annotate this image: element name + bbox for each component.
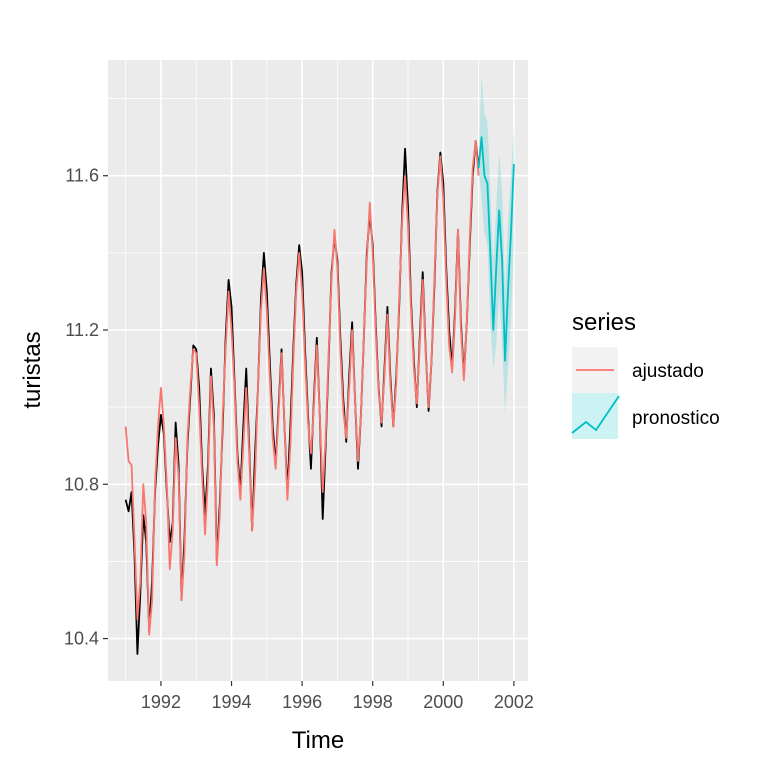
x-tick-label-1994: 1994 bbox=[212, 692, 252, 712]
x-axis-title: Time bbox=[292, 727, 344, 754]
x-tick-label-2002: 2002 bbox=[494, 692, 534, 712]
legend: series ajustado pronostico bbox=[571, 309, 720, 439]
y-tick-label-11.6: 11.6 bbox=[65, 166, 99, 186]
y-axis: 10.4 10.8 11.2 11.6 bbox=[64, 166, 108, 649]
legend-title: series bbox=[572, 309, 636, 336]
legend-label-pronostico: pronostico bbox=[632, 408, 720, 429]
y-tick-label-10.4: 10.4 bbox=[64, 629, 99, 649]
legend-label-ajustado: ajustado bbox=[632, 361, 704, 382]
x-tick-label-1996: 1996 bbox=[282, 692, 322, 712]
x-axis: 1992 1994 1996 1998 2000 2002 bbox=[141, 681, 534, 712]
x-tick-label-1992: 1992 bbox=[141, 692, 181, 712]
legend-key-pronostico bbox=[572, 393, 618, 439]
x-tick-label-1998: 1998 bbox=[353, 692, 393, 712]
ribbon-pronostico bbox=[478, 75, 514, 415]
y-tick-label-10.8: 10.8 bbox=[64, 474, 99, 494]
line-ajustado bbox=[124, 140, 480, 636]
x-tick-label-2000: 2000 bbox=[423, 692, 463, 712]
series-lines bbox=[124, 136, 515, 655]
forecast-ribbons bbox=[478, 75, 514, 415]
y-axis-title: turistas bbox=[19, 331, 46, 408]
line-pronostico bbox=[477, 136, 515, 362]
legend-line-pronostico bbox=[571, 395, 620, 434]
y-tick-label-11.2: 11.2 bbox=[65, 320, 99, 340]
